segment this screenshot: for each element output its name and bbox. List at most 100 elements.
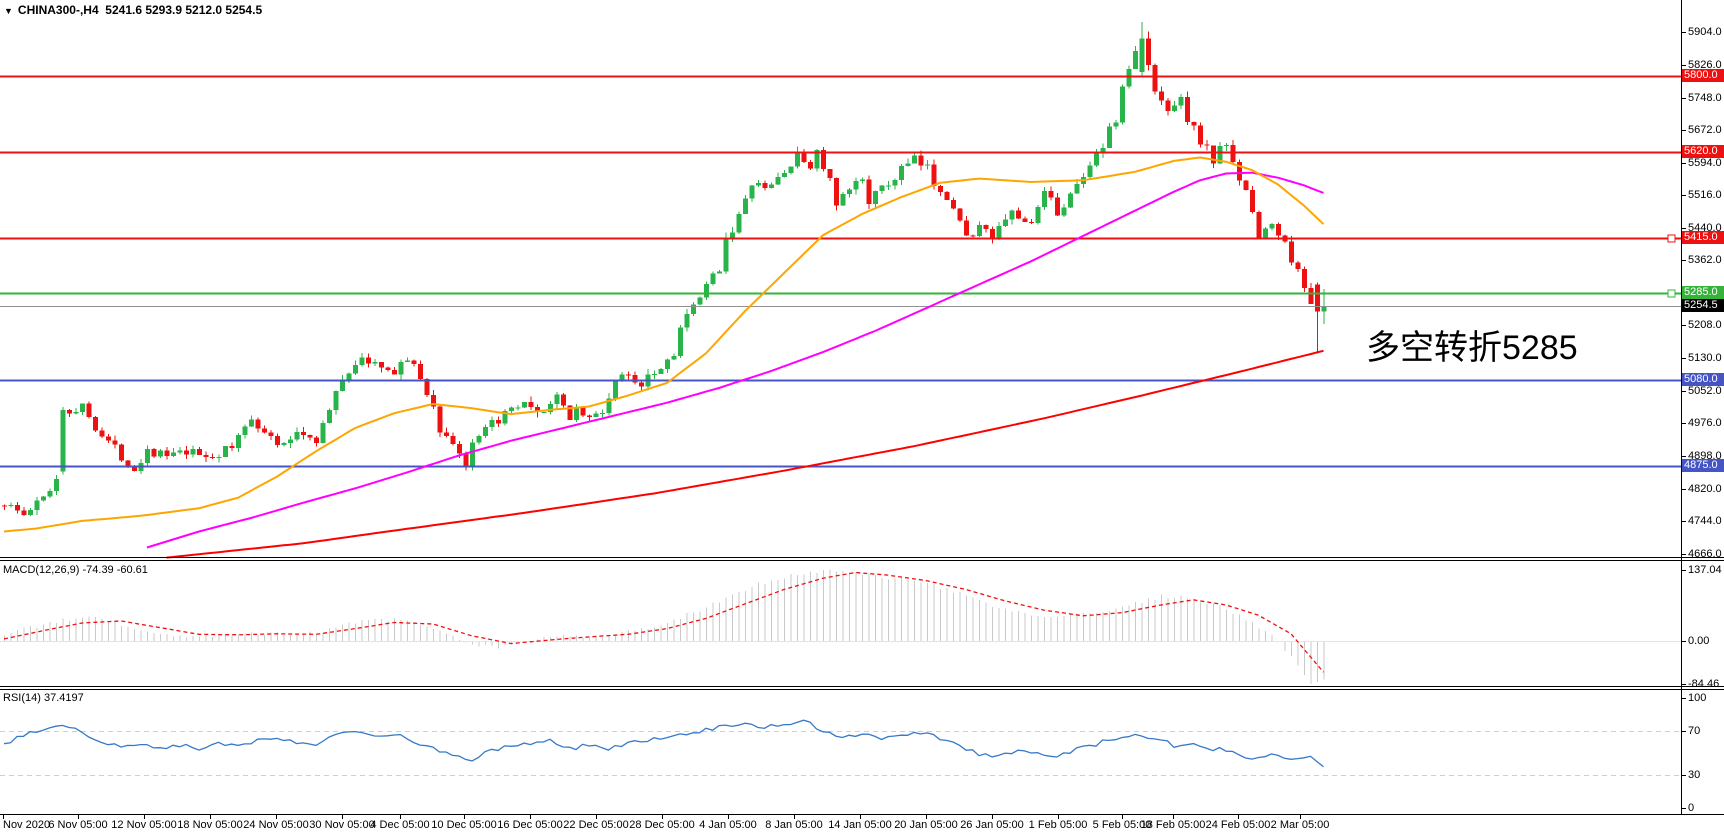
candle-body-bull[interactable] — [1087, 165, 1093, 177]
candle-body-bear[interactable] — [587, 415, 592, 418]
candle-body-bull[interactable] — [1107, 126, 1112, 148]
candle-body-bull[interactable] — [730, 232, 735, 238]
candle-body-bull[interactable] — [405, 360, 410, 362]
candle-body-bull[interactable] — [1113, 122, 1119, 127]
macd-rsi-separator-bottom[interactable] — [0, 689, 1724, 690]
candle-body-bear[interactable] — [1185, 96, 1190, 123]
candle-body-bull[interactable] — [1172, 105, 1177, 111]
candle-body-bull[interactable] — [847, 189, 852, 194]
candle-body-bull[interactable] — [236, 435, 241, 449]
candle-body-bull[interactable] — [1224, 145, 1229, 147]
candle-body-bull[interactable] — [593, 413, 599, 418]
candle-body-bull[interactable] — [574, 407, 579, 420]
candle-body-bear[interactable] — [866, 179, 872, 205]
candle-body-bull[interactable] — [509, 407, 514, 412]
candle-body-bear[interactable] — [1191, 122, 1197, 126]
candle-body-bull[interactable] — [483, 427, 488, 436]
candle-body-bear[interactable] — [1165, 100, 1171, 111]
price-badge-resistance[interactable]: 5620.0 — [1682, 145, 1724, 158]
candle-body-bull[interactable] — [860, 179, 865, 182]
candle-body-bear[interactable] — [307, 434, 313, 438]
candle-body-bear[interactable] — [801, 151, 807, 162]
candle-body-bull[interactable] — [340, 379, 345, 391]
candle-body-bear[interactable] — [437, 406, 443, 433]
candle-body-bull[interactable] — [60, 409, 66, 472]
candle-body-bull[interactable] — [1094, 153, 1099, 166]
candle-body-bull[interactable] — [548, 404, 553, 412]
candle-body-bull[interactable] — [710, 273, 716, 284]
candle-body-bull[interactable] — [756, 182, 761, 186]
candle-body-bull[interactable] — [554, 394, 560, 405]
chart-text-annotation[interactable]: 多空转折5285 — [1366, 329, 1578, 367]
candle-body-bear[interactable] — [314, 437, 319, 443]
candle-body-bull[interactable] — [1009, 210, 1015, 220]
candle-body-bear[interactable] — [561, 394, 566, 406]
candle-body-bull[interactable] — [541, 411, 547, 413]
candle-body-bull[interactable] — [652, 373, 657, 375]
candle-body-bear[interactable] — [1016, 210, 1021, 219]
candle-body-bull[interactable] — [619, 374, 625, 381]
candle-body-bull[interactable] — [177, 450, 183, 453]
candle-body-bull[interactable] — [249, 419, 254, 427]
price-badge-pivot[interactable]: 5285.0 — [1682, 286, 1724, 299]
candle-body-bear[interactable] — [418, 364, 423, 379]
price-badge-current-price[interactable]: 5254.5 — [1682, 299, 1724, 312]
candle-body-bear[interactable] — [112, 440, 118, 445]
candle-body-bear[interactable] — [1243, 180, 1249, 190]
candle-body-bull[interactable] — [1217, 146, 1223, 164]
horizontal-level-lines[interactable] — [0, 75, 1681, 468]
candle-body-bear[interactable] — [203, 455, 209, 457]
candle-body-bull[interactable] — [795, 151, 800, 167]
candle-body-bull[interactable] — [476, 435, 482, 443]
candle-body-bull[interactable] — [398, 361, 404, 375]
candle-body-bear[interactable] — [164, 450, 170, 457]
candle-body-bear[interactable] — [528, 402, 534, 407]
candle-body-bull[interactable] — [8, 504, 14, 506]
candle-body-bear[interactable] — [450, 436, 456, 444]
candle-body-bull[interactable] — [353, 365, 358, 374]
candle-body-bear[interactable] — [2, 505, 7, 507]
candle-body-bull[interactable] — [34, 500, 40, 511]
candle-body-bear[interactable] — [762, 182, 768, 188]
price-macd-separator-top[interactable] — [0, 557, 1724, 558]
candle-body-bull[interactable] — [158, 450, 163, 457]
candle-body-bull[interactable] — [1061, 207, 1067, 216]
candle-body-bull[interactable] — [1269, 223, 1275, 229]
candle-body-bear[interactable] — [125, 460, 131, 467]
candle-body-bull[interactable] — [892, 179, 898, 186]
candle-body-bear[interactable] — [970, 235, 976, 237]
candle-body-bear[interactable] — [951, 199, 956, 209]
candle-body-bear[interactable] — [184, 450, 189, 455]
candle-body-bull[interactable] — [665, 359, 670, 369]
candle-body-bull[interactable] — [288, 439, 293, 443]
price-badge-support[interactable]: 4875.0 — [1682, 459, 1724, 472]
candle-body-bear[interactable] — [1289, 241, 1294, 263]
candle-body-bear[interactable] — [106, 436, 111, 441]
candle-body-bear[interactable] — [535, 406, 540, 412]
candle-body-bear[interactable] — [496, 419, 501, 424]
candle-body-bull[interactable] — [80, 403, 85, 412]
candle-body-bull[interactable] — [1133, 50, 1138, 69]
candle-body-bull[interactable] — [697, 297, 703, 305]
candle-body-bear[interactable] — [1276, 223, 1281, 236]
price-macd-separator-bottom[interactable] — [0, 560, 1724, 561]
candle-body-bear[interactable] — [1198, 125, 1203, 145]
candle-body-bull[interactable] — [613, 380, 618, 399]
candle-body-bull[interactable] — [600, 413, 605, 415]
candle-body-bull[interactable] — [658, 368, 664, 374]
candle-body-bear[interactable] — [918, 155, 924, 166]
candle-body-bear[interactable] — [1237, 161, 1242, 181]
candle-body-bull[interactable] — [1120, 86, 1125, 123]
candle-body-bull[interactable] — [886, 185, 891, 187]
candle-body-bear[interactable] — [431, 395, 436, 407]
candle-body-bear[interactable] — [151, 448, 157, 457]
candle-body-bear[interactable] — [1295, 262, 1301, 269]
candle-body-bull[interactable] — [814, 150, 820, 169]
candle-body-bull[interactable] — [1068, 193, 1073, 208]
candle-body-bear[interactable] — [392, 369, 397, 375]
candle-body-bull[interactable] — [899, 166, 904, 180]
candle-body-bull[interactable] — [769, 184, 774, 188]
candle-body-bull[interactable] — [736, 213, 742, 233]
candle-body-bear[interactable] — [957, 208, 963, 221]
candle-body-bull[interactable] — [678, 327, 683, 356]
